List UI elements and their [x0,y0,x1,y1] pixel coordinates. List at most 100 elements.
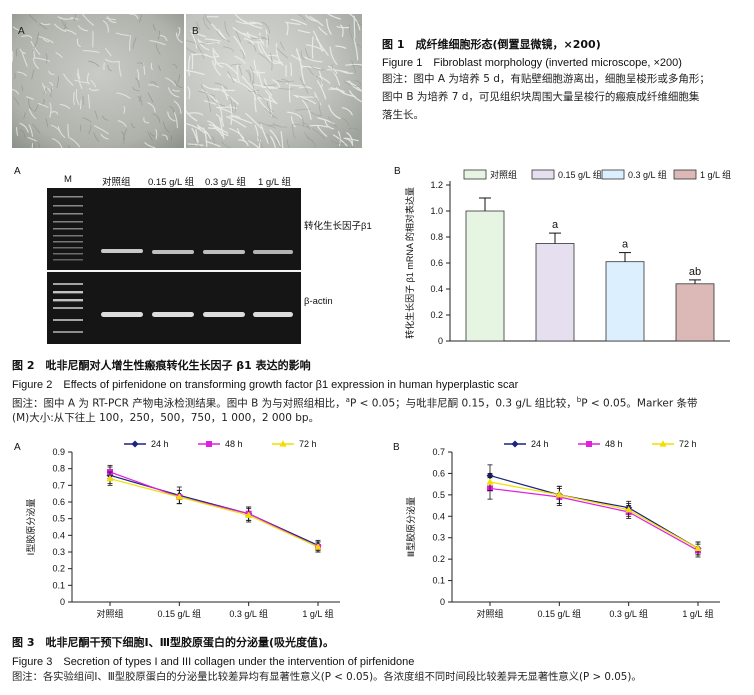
cell-shape [211,23,227,42]
cell-shape [257,136,264,148]
cell-shape [257,70,263,87]
cell-shape [215,106,232,114]
cell-shape [191,52,194,70]
figure2-title-en: Figure 2 Effects of pirfenidone on trans… [12,379,519,391]
cell-shape [248,140,260,148]
cell-shape [123,106,126,114]
cell-shape [305,48,311,60]
cell-shape [40,22,51,26]
line-y-tick-label: 0.5 [432,490,445,500]
cell-shape [293,94,317,98]
gel-divider [47,270,301,272]
cell-shape [226,64,239,75]
line-point [555,491,563,498]
cell-shape [152,113,161,123]
cell-shape [270,136,276,148]
figure3-title-en: Figure 3 Secretion of types I and III co… [12,656,415,668]
cell-shape [247,89,260,92]
cell-shape [336,26,350,29]
cell-shape [165,77,177,86]
cell-shape [235,20,258,25]
cell-shape [312,95,320,105]
bar-y-tick-label: 0.8 [430,232,443,242]
cell-shape [260,123,269,144]
cell-shape [254,93,257,113]
bar-significance-label: ab [689,266,701,278]
cell-shape [259,32,265,46]
cell-shape [299,76,309,94]
cell-shape [328,88,345,93]
cell-shape [64,29,77,35]
cell-shape [245,69,252,82]
cell-shape [12,51,14,63]
line-point [279,440,287,447]
cell-shape [21,52,28,67]
cell-shape [149,132,155,137]
line-y-tick-label: 0.3 [432,533,445,543]
cell-shape [301,99,312,120]
gel-lane-label-control: 对照组 [102,177,131,188]
cell-shape [31,142,34,148]
line-legend-label: 48 h [225,439,243,449]
cell-shape [272,79,281,88]
figure1-panel-b-label: B [192,26,199,37]
line-x-tick-label: 0.3 g/L 组 [229,608,268,619]
figure2-note-seg3: P < 0.05。Marker 条带 [581,397,698,410]
cell-shape [275,139,282,148]
cell-shape [93,132,100,142]
cell-shape [144,142,156,148]
bar-legend-swatch [673,169,697,180]
cell-shape [315,75,323,84]
cell-shape [187,86,191,100]
cell-shape [212,47,220,58]
cell-shape [261,86,280,89]
cell-shape [191,32,198,49]
figure1-title-en: Figure 1 Fibroblast morphology (inverted… [382,57,682,69]
cell-shape [316,125,328,137]
line-x-tick-label: 对照组 [96,608,123,619]
cell-shape [266,34,269,46]
cell-shape [238,66,243,76]
cell-shape [41,83,47,94]
cell-shape [163,121,170,133]
cell-shape [42,98,45,105]
cell-shape [136,69,140,81]
figure1-panel-a-label: A [18,26,25,37]
cell-shape [266,134,270,144]
figure1-note-line1: 图注：图中 A 为培养 5 d，有贴壁细胞游离出，细胞呈梭形或多角形； [382,73,710,85]
bar-y-tick-label: 0.4 [430,284,443,294]
cell-shape [267,124,282,128]
line-y-tick-label: 0.2 [432,554,445,564]
cell-shape [221,90,239,105]
cell-shape [231,115,253,124]
line-point [131,440,139,448]
gel-bands-tgf [101,249,293,254]
cell-shape [37,102,49,108]
cell-shape [229,128,245,139]
cell-shape [132,37,137,49]
cell-shape [118,60,122,77]
cell-shape [234,55,246,64]
cell-shape [50,111,59,115]
cell-shape [251,80,258,98]
cell-shape [186,46,196,54]
cell-shape [217,106,238,109]
figure3-title-cn: 图 3 吡非尼酮干预下细胞Ⅰ、Ⅲ型胶原蛋白的分泌量(吸光度值)。 [12,636,335,649]
cell-shape [229,115,242,120]
cell-shape [312,128,325,139]
cell-shape [336,145,355,148]
cell-shape [202,84,219,90]
cell-shape [300,50,305,61]
cell-shape [107,64,112,72]
cell-shape [193,138,201,148]
bar-significance-label: a [552,219,559,231]
cell-shape [67,144,71,148]
cell-shape [135,77,140,88]
cell-shape [115,32,130,37]
cell-shape [149,40,166,46]
cell-shape [76,38,81,47]
cell-shape [258,122,277,129]
cell-shape [229,103,233,126]
cell-shape [104,47,112,57]
cell-shape [267,54,279,57]
